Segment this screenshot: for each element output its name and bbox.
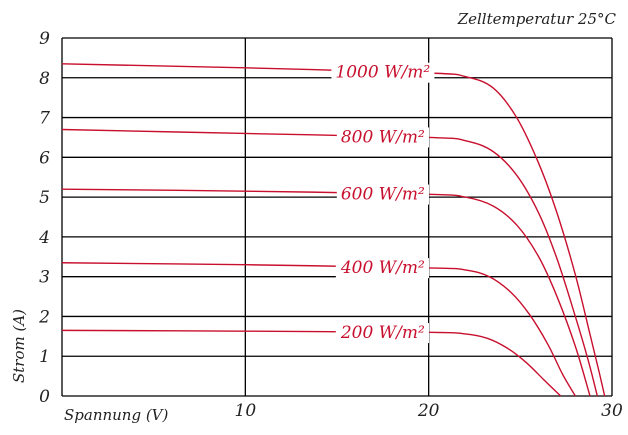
x-tick-label: 30 bbox=[601, 401, 623, 421]
y-tick-label: 7 bbox=[39, 109, 50, 129]
y-axis-label: Strom (A) bbox=[10, 309, 28, 383]
y-tick-label: 9 bbox=[39, 29, 50, 49]
y-tick-label: 6 bbox=[39, 148, 50, 168]
series-label-2: 600 W/m² bbox=[341, 185, 425, 205]
cell-temperature-note: Zelltemperatur 25°C bbox=[457, 10, 617, 28]
series-line-2 bbox=[61, 188, 591, 397]
series-line-3 bbox=[61, 262, 576, 397]
x-tick-label: 20 bbox=[417, 401, 440, 421]
series-label-bg-3 bbox=[335, 258, 430, 279]
series-labels: 1000 W/m² 800 W/m² 600 W/m² 400 W/m² 200 W/m… bbox=[331, 62, 435, 344]
y-tick-label: 0 bbox=[39, 387, 50, 407]
y-tick-label: 5 bbox=[39, 188, 50, 208]
y-tick-label: 2 bbox=[38, 307, 50, 327]
y-tick-label: 1 bbox=[39, 347, 50, 367]
y-tick-label: 4 bbox=[38, 228, 50, 248]
series-label-bg-2 bbox=[336, 184, 430, 205]
series-label-1: 800 W/m² bbox=[341, 127, 425, 147]
x-axis-label: Spannung (V) bbox=[64, 406, 169, 424]
series-label-0: 1000 W/m² bbox=[335, 63, 430, 83]
series-label-4: 200 W/m² bbox=[340, 323, 425, 343]
axis-ticks: 0 1 2 3 4 5 6 7 8 9 10 20 30 bbox=[38, 29, 623, 421]
series-curves bbox=[61, 63, 606, 397]
series-line-1 bbox=[61, 128, 599, 397]
series-label-bg-4 bbox=[335, 323, 430, 344]
x-tick-label: 10 bbox=[235, 401, 257, 421]
series-label-3: 400 W/m² bbox=[340, 258, 425, 278]
series-line-0 bbox=[61, 63, 606, 397]
series-label-bg-0 bbox=[331, 62, 435, 83]
series-line-4 bbox=[61, 329, 562, 397]
series-label-bg-1 bbox=[336, 127, 430, 148]
y-tick-label: 8 bbox=[39, 69, 50, 89]
y-tick-label: 3 bbox=[39, 268, 50, 288]
